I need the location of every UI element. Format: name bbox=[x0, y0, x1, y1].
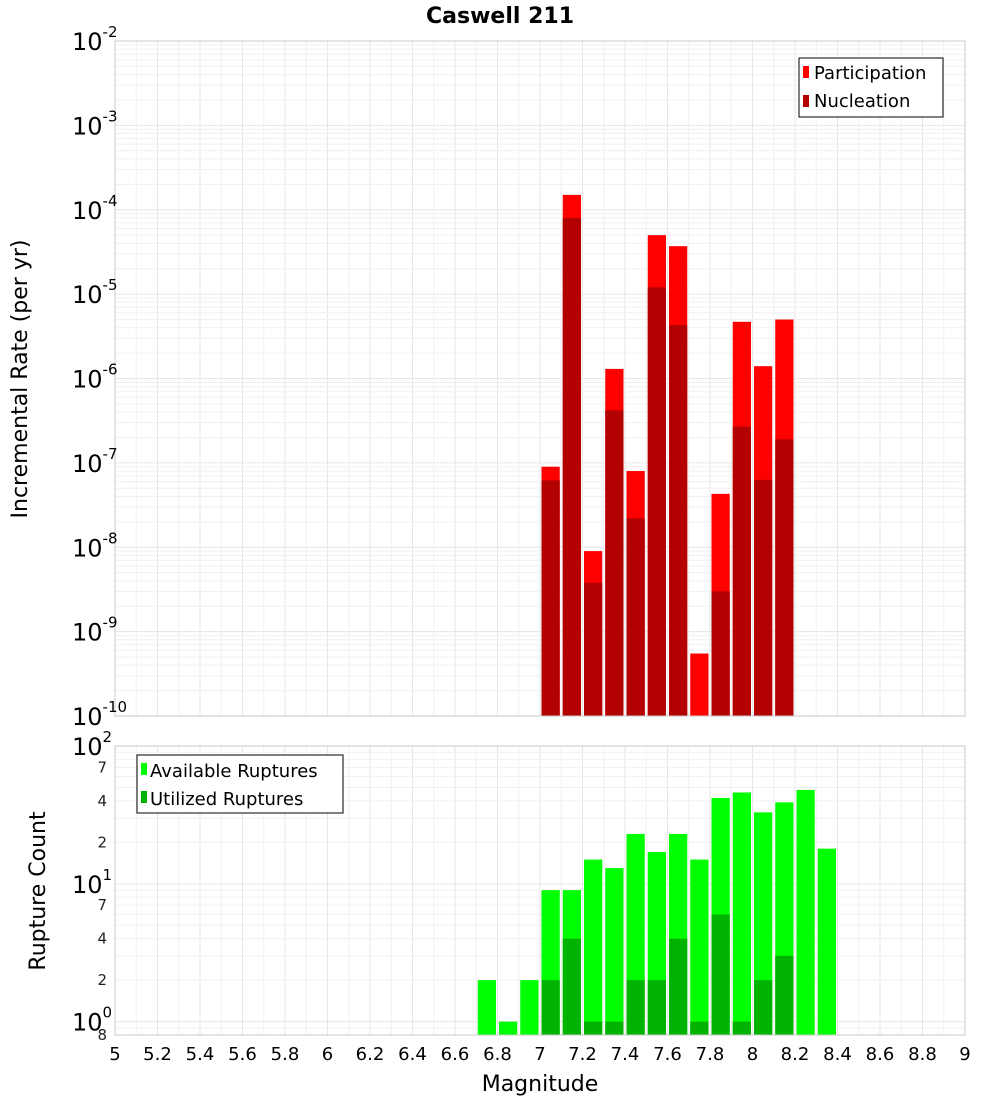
x-tick-label: 7 bbox=[534, 1044, 545, 1065]
bottom-utilized-ruptures-bar bbox=[584, 1021, 603, 1035]
top-y-tick-label: 10-4 bbox=[72, 192, 118, 225]
legend-label-available: Available Ruptures bbox=[150, 761, 318, 782]
bottom-available-ruptures-bar bbox=[754, 812, 773, 1035]
top-nucleation-bar bbox=[562, 217, 581, 716]
bottom-y-tick-label: 101 bbox=[72, 866, 112, 899]
x-tick-label: 8.4 bbox=[823, 1044, 852, 1065]
top-nucleation-bar bbox=[605, 410, 624, 716]
bottom-y-minor-tick-label: 7 bbox=[97, 896, 107, 914]
bottom-y-minor-tick-label: 7 bbox=[97, 758, 107, 776]
x-tick-label: 8.6 bbox=[866, 1044, 895, 1065]
bottom-available-ruptures-bar bbox=[520, 980, 539, 1035]
top-grid bbox=[114, 41, 966, 717]
x-tick-label: 6.6 bbox=[441, 1044, 470, 1065]
top-y-tick-label: 10-5 bbox=[72, 276, 118, 309]
bottom-y-minor-tick-label: 8 bbox=[97, 1026, 107, 1044]
x-tick-labels: 5 5.2 5.4 5.6 5.8 6 6.2 6.4 6.6 6.8 7 7.2 7.4 7.6 7.8 8… bbox=[109, 1044, 970, 1065]
x-tick-label: 5.2 bbox=[143, 1044, 172, 1065]
top-participation-bar bbox=[690, 653, 709, 716]
top-nucleation-bar bbox=[541, 480, 560, 716]
top-legend: Participation Nucleation bbox=[798, 57, 944, 118]
bottom-utilized-ruptures-bar bbox=[690, 1021, 709, 1035]
x-tick-label: 8.2 bbox=[781, 1044, 810, 1065]
top-y-axis-label: Incremental Rate (per yr) bbox=[8, 240, 33, 519]
x-tick-label: 7.4 bbox=[611, 1044, 640, 1065]
top-y-tick-label: 10-10 bbox=[72, 698, 127, 731]
legend-swatch-nucleation bbox=[803, 95, 809, 107]
top-nucleation-bar bbox=[775, 439, 794, 716]
legend-label-utilized: Utilized Ruptures bbox=[150, 789, 303, 810]
x-tick-label: 5.6 bbox=[228, 1044, 257, 1065]
bottom-y-tick-label: 100 bbox=[72, 1004, 112, 1037]
top-y-tick-label: 10-7 bbox=[72, 445, 118, 478]
bottom-utilized-ruptures-bar bbox=[541, 980, 560, 1035]
x-tick-label: 6.2 bbox=[356, 1044, 385, 1065]
x-tick-label: 8 bbox=[747, 1044, 758, 1065]
top-nucleation-bar bbox=[669, 325, 688, 716]
bottom-available-ruptures-bar bbox=[732, 792, 751, 1035]
x-tick-label: 7.6 bbox=[653, 1044, 682, 1065]
legend-swatch-participation bbox=[803, 66, 809, 78]
top-legend-box bbox=[798, 57, 944, 118]
legend-label-nucleation: Nucleation bbox=[814, 91, 910, 112]
x-tick-label: 9 bbox=[959, 1044, 970, 1065]
top-nucleation-bar bbox=[754, 479, 773, 716]
bottom-available-ruptures-bar bbox=[584, 859, 603, 1035]
top-y-tick-label: 10-9 bbox=[72, 614, 118, 647]
bottom-y-axis-label: Rupture Count bbox=[26, 811, 51, 971]
bottom-utilized-ruptures-bar bbox=[669, 938, 688, 1035]
x-tick-label: 6.4 bbox=[398, 1044, 427, 1065]
bottom-legend: Available Ruptures Utilized Ruptures bbox=[136, 754, 344, 814]
bottom-available-ruptures-bar bbox=[796, 789, 815, 1035]
bottom-y-minor-tick-label: 2 bbox=[97, 971, 107, 989]
top-nucleation-bar bbox=[647, 287, 666, 716]
bottom-plot-area bbox=[114, 745, 966, 1036]
top-nucleation-bar bbox=[711, 591, 730, 716]
bottom-utilized-ruptures-bar bbox=[775, 955, 794, 1035]
bottom-utilized-ruptures-bar bbox=[711, 914, 730, 1035]
bottom-y-minor-tick-label: 2 bbox=[97, 833, 107, 851]
bottom-y-minor-tick-label: 4 bbox=[97, 792, 107, 810]
legend-swatch-utilized bbox=[141, 791, 147, 803]
top-y-tick-label: 10-2 bbox=[72, 23, 118, 56]
x-tick-label: 8.8 bbox=[908, 1044, 937, 1065]
top-nucleation-bar bbox=[584, 582, 603, 716]
bottom-y-minor-tick-label: 4 bbox=[97, 930, 107, 948]
top-plot-area bbox=[114, 40, 966, 717]
bottom-y-tick-labels: 100 101 102 8 2 4 7 2 4 7 bbox=[72, 728, 112, 1044]
x-tick-label: 5 bbox=[109, 1044, 120, 1065]
top-y-tick-labels: 10-10 10-9 10-8 10-7 10-6 10-5 10-4 10-3 10-2 bbox=[72, 23, 127, 731]
bottom-available-ruptures-bar bbox=[690, 859, 709, 1035]
chart-title: Caswell 211 bbox=[426, 4, 574, 29]
x-tick-label: 6 bbox=[322, 1044, 333, 1065]
bottom-available-ruptures-bar bbox=[817, 848, 836, 1035]
x-axis-label: Magnitude bbox=[482, 1072, 599, 1097]
x-tick-label: 7.2 bbox=[568, 1044, 597, 1065]
bottom-bars bbox=[477, 789, 836, 1035]
x-tick-label: 6.8 bbox=[483, 1044, 512, 1065]
bottom-utilized-ruptures-bar bbox=[626, 980, 645, 1035]
top-y-tick-label: 10-8 bbox=[72, 529, 118, 562]
bottom-available-ruptures-bar bbox=[605, 868, 624, 1035]
legend-swatch-available bbox=[141, 763, 147, 775]
x-tick-label: 5.4 bbox=[186, 1044, 215, 1065]
bottom-utilized-ruptures-bar bbox=[647, 980, 666, 1035]
top-bars bbox=[541, 194, 794, 716]
bottom-y-tick-label: 102 bbox=[72, 728, 112, 761]
top-y-tick-label: 10-6 bbox=[72, 361, 118, 394]
bottom-available-ruptures-bar bbox=[477, 980, 496, 1035]
bottom-utilized-ruptures-bar bbox=[562, 938, 581, 1035]
x-tick-label: 7.8 bbox=[696, 1044, 725, 1065]
top-nucleation-bar bbox=[732, 426, 751, 716]
bottom-utilized-ruptures-bar bbox=[754, 980, 773, 1035]
top-y-tick-label: 10-3 bbox=[72, 107, 118, 140]
legend-label-participation: Participation bbox=[814, 63, 926, 84]
top-nucleation-bar bbox=[626, 518, 645, 716]
bottom-utilized-ruptures-bar bbox=[732, 1021, 751, 1035]
bottom-legend-box bbox=[136, 754, 344, 814]
bottom-utilized-ruptures-bar bbox=[605, 1021, 624, 1035]
x-tick-label: 5.8 bbox=[271, 1044, 300, 1065]
bottom-available-ruptures-bar bbox=[499, 1021, 518, 1035]
